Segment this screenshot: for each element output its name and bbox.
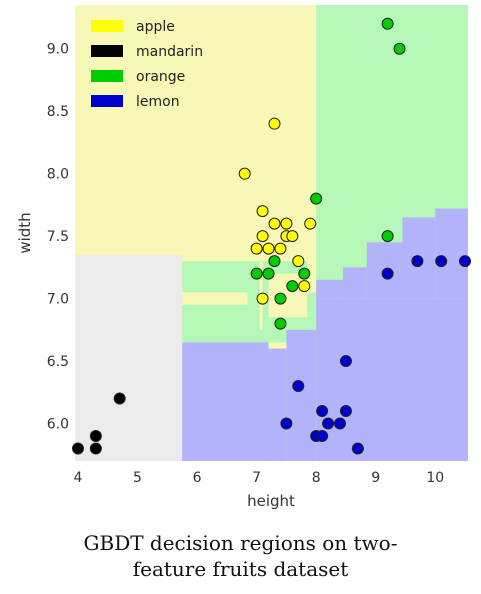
legend-swatch-orange (91, 70, 123, 82)
point-lemon-7 (339, 405, 352, 418)
y-tick-label: 7.5 (47, 229, 69, 245)
y-tick-label: 7.0 (47, 292, 69, 308)
point-lemon-8 (280, 417, 293, 430)
x-tick-label: 10 (426, 470, 444, 486)
region-mandarin-2 (75, 254, 183, 461)
figure-caption: GBDT decision regions on two- feature fr… (0, 530, 481, 582)
legend-label-mandarin: mandarin (136, 44, 203, 60)
point-orange-5 (262, 267, 275, 280)
legend-swatch-lemon (91, 95, 123, 107)
point-orange-0 (381, 17, 394, 30)
x-tick-label: 9 (371, 470, 380, 486)
legend-swatch-mandarin (91, 45, 123, 57)
point-lemon-13 (351, 442, 364, 455)
point-lemon-1 (435, 255, 448, 268)
y-axis-label: width (16, 212, 34, 253)
y-tick-label: 8.0 (47, 167, 69, 183)
point-mandarin-1 (89, 430, 102, 443)
point-apple-3 (268, 217, 281, 230)
region-apple-7 (307, 261, 317, 293)
decision-regions (75, 5, 468, 461)
decision-region-chart: apple mandarin orange lemon 4 5 6 7 8 9 10 6.0 6.5… (16, 5, 472, 510)
point-mandarin-0 (113, 392, 126, 405)
point-orange-4 (250, 267, 263, 280)
y-tick-label: 6.0 (47, 417, 69, 433)
point-apple-6 (256, 230, 269, 243)
point-mandarin-2 (71, 442, 84, 455)
point-lemon-4 (339, 355, 352, 368)
region-lemon-8 (182, 342, 269, 461)
point-apple-14 (298, 280, 311, 293)
region-apple-4 (182, 292, 248, 305)
point-orange-1 (393, 42, 406, 55)
point-lemon-5 (292, 380, 305, 393)
region-apple-0 (75, 5, 317, 255)
point-orange-8 (286, 280, 299, 293)
point-apple-12 (292, 255, 305, 268)
point-orange-6 (298, 267, 311, 280)
point-apple-8 (286, 230, 299, 243)
x-axis-ticks: 4 5 6 7 8 9 10 (74, 470, 445, 486)
point-apple-10 (262, 242, 275, 255)
point-apple-11 (274, 242, 287, 255)
point-apple-1 (268, 117, 281, 130)
point-orange-2 (310, 192, 323, 205)
legend: apple mandarin orange lemon (91, 19, 203, 110)
y-tick-label: 6.5 (47, 354, 69, 370)
point-lemon-0 (411, 255, 424, 268)
point-orange-3 (381, 230, 394, 243)
point-orange-9 (274, 292, 287, 305)
point-apple-13 (256, 292, 269, 305)
point-lemon-6 (316, 405, 329, 418)
caption-line-2: feature fruits dataset (132, 557, 349, 581)
point-apple-9 (250, 242, 263, 255)
point-orange-7 (268, 255, 281, 268)
point-lemon-2 (459, 255, 472, 268)
region-lemon-11 (316, 298, 468, 461)
point-lemon-10 (333, 417, 346, 430)
x-tick-label: 7 (252, 470, 261, 486)
x-tick-label: 6 (193, 470, 202, 486)
legend-label-lemon: lemon (136, 94, 180, 110)
x-tick-label: 8 (312, 470, 321, 486)
point-apple-5 (304, 217, 317, 230)
x-tick-label: 4 (74, 470, 83, 486)
x-tick-label: 5 (133, 470, 142, 486)
region-lemon-12 (316, 279, 343, 299)
point-lemon-12 (316, 430, 329, 443)
caption-line-1: GBDT decision regions on two- (83, 531, 398, 555)
data-points (71, 17, 472, 455)
point-apple-4 (280, 217, 293, 230)
region-lemon-16 (435, 208, 468, 299)
point-lemon-9 (322, 417, 335, 430)
point-apple-2 (256, 205, 269, 218)
y-tick-label: 8.5 (47, 104, 69, 120)
point-orange-10 (274, 317, 287, 330)
legend-label-orange: orange (136, 69, 185, 85)
legend-swatch-apple (91, 20, 123, 32)
region-lemon-13 (342, 267, 367, 299)
y-tick-label: 9.0 (47, 42, 69, 58)
region-lemon-10 (286, 329, 317, 461)
region-lemon-9 (268, 348, 287, 461)
point-mandarin-3 (89, 442, 102, 455)
x-axis-label: height (247, 492, 295, 510)
point-apple-0 (238, 167, 251, 180)
region-apple-6 (268, 273, 308, 318)
y-axis-ticks: 6.0 6.5 7.0 7.5 8.0 8.5 9.0 (47, 42, 69, 433)
point-lemon-3 (381, 267, 394, 280)
legend-label-apple: apple (136, 19, 175, 35)
